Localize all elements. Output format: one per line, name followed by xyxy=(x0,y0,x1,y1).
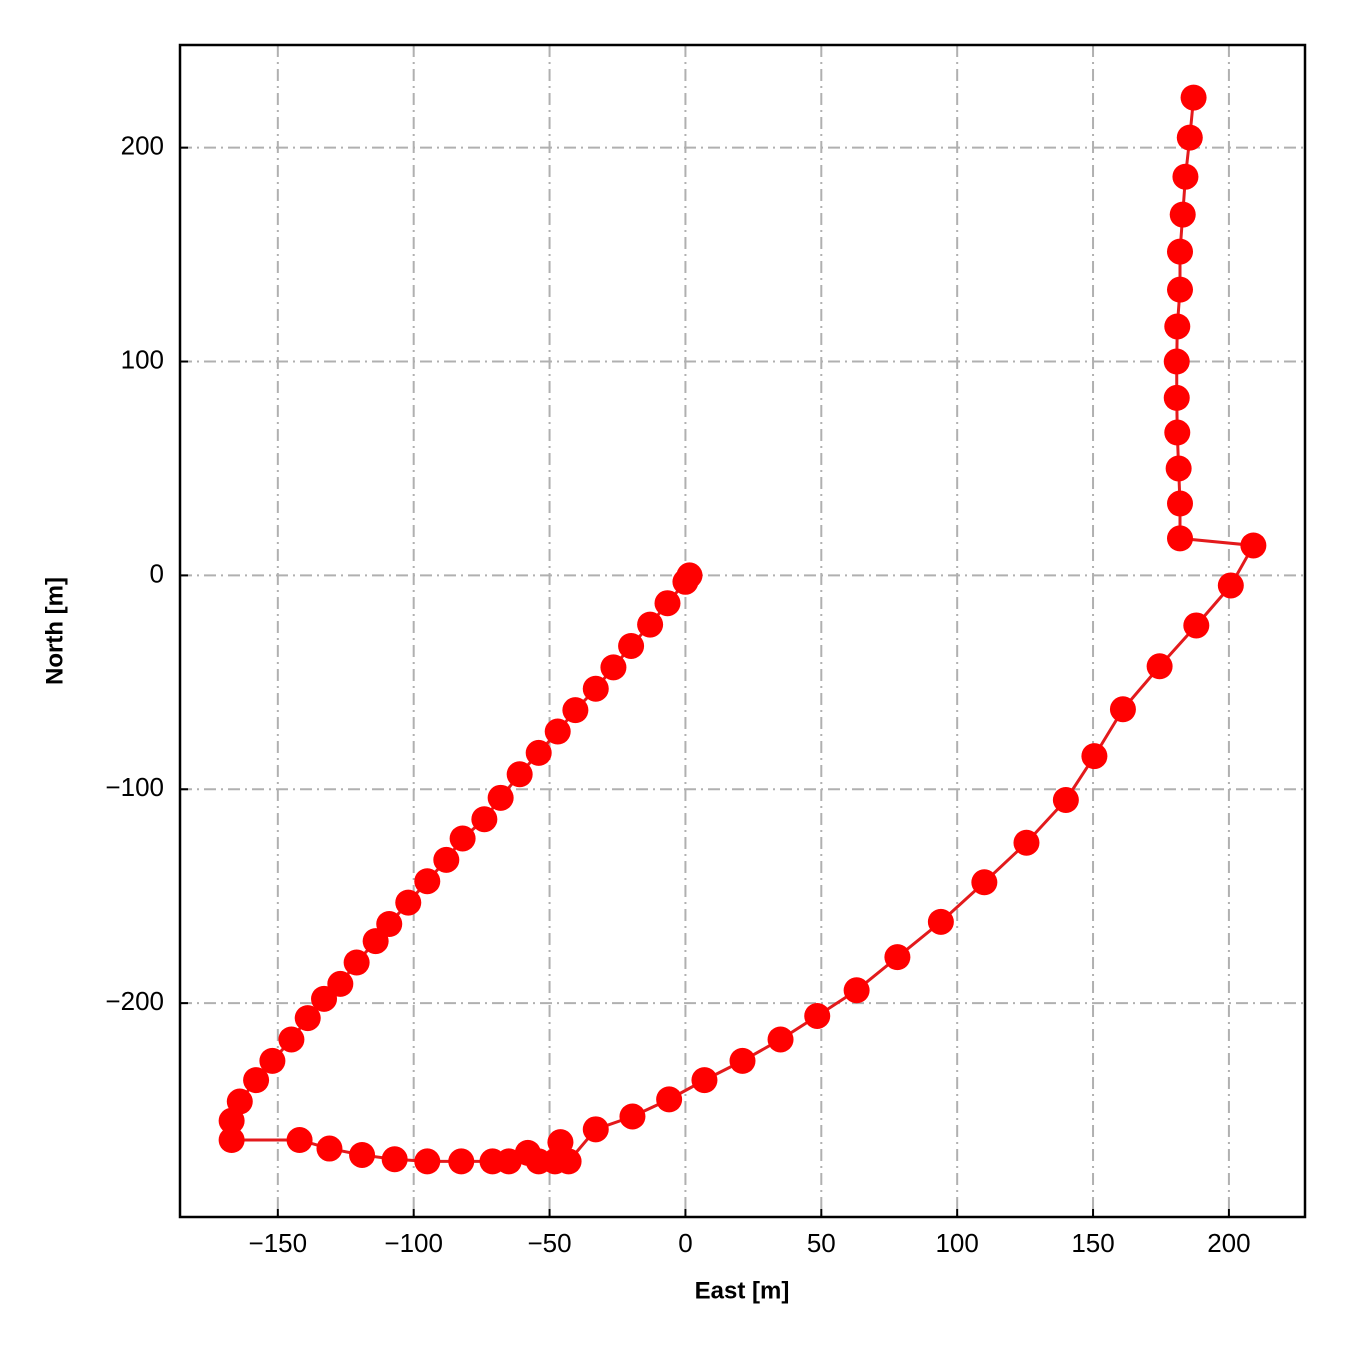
marker xyxy=(414,868,441,895)
marker xyxy=(487,784,514,811)
marker xyxy=(218,1127,245,1154)
marker xyxy=(691,1067,718,1094)
x-tick-label: 100 xyxy=(935,1228,978,1258)
marker xyxy=(311,985,338,1012)
marker xyxy=(525,739,552,766)
marker xyxy=(381,1146,408,1173)
marker xyxy=(294,1005,321,1032)
marker xyxy=(1217,572,1244,599)
marker xyxy=(1164,419,1191,446)
marker xyxy=(448,1148,475,1175)
marker xyxy=(843,977,870,1004)
marker xyxy=(1240,532,1267,559)
marker xyxy=(971,869,998,896)
marker xyxy=(1180,84,1207,111)
marker xyxy=(927,908,954,935)
marker xyxy=(1176,124,1203,151)
marker xyxy=(804,1002,831,1029)
y-tick-label: 200 xyxy=(121,131,164,161)
y-tick-label: −200 xyxy=(105,986,164,1016)
x-tick-label: 50 xyxy=(807,1228,836,1258)
marker xyxy=(286,1127,313,1154)
marker xyxy=(278,1026,305,1053)
marker xyxy=(729,1047,756,1074)
x-tick-label: −100 xyxy=(384,1228,443,1258)
marker xyxy=(582,675,609,702)
marker xyxy=(767,1026,794,1053)
marker xyxy=(1163,348,1190,375)
marker xyxy=(619,1103,646,1130)
marker xyxy=(471,806,498,833)
marker xyxy=(343,949,370,976)
marker xyxy=(1163,384,1190,411)
marker xyxy=(316,1135,343,1162)
marker xyxy=(582,1116,609,1143)
trajectory-line xyxy=(230,97,1256,1165)
marker xyxy=(562,697,589,724)
marker xyxy=(414,1148,441,1175)
marker xyxy=(1109,696,1136,723)
marker xyxy=(218,1107,245,1134)
marker xyxy=(1013,829,1040,856)
y-tick-label: 0 xyxy=(150,558,164,588)
marker xyxy=(1081,743,1108,770)
marker xyxy=(1167,238,1193,265)
marker xyxy=(449,825,476,852)
x-axis-label: East [m] xyxy=(695,1277,790,1304)
marker xyxy=(243,1067,270,1094)
x-tick-label: 150 xyxy=(1071,1228,1114,1258)
x-tick-label: 200 xyxy=(1207,1228,1250,1258)
marker xyxy=(654,590,681,617)
marker xyxy=(600,654,627,681)
marker xyxy=(1164,313,1191,340)
y-axis-label: North [m] xyxy=(41,577,68,685)
marker xyxy=(1146,653,1173,680)
marker xyxy=(656,1086,683,1113)
marker xyxy=(1167,276,1193,303)
marker xyxy=(349,1141,376,1168)
marker xyxy=(362,928,389,955)
marker xyxy=(1183,612,1210,639)
marker xyxy=(544,718,571,745)
x-tick-label: −50 xyxy=(528,1228,572,1258)
marker xyxy=(637,611,664,638)
x-tick-label: 0 xyxy=(678,1228,692,1258)
marker xyxy=(1167,525,1193,552)
marker xyxy=(1052,786,1079,813)
marker xyxy=(1169,201,1196,228)
marker xyxy=(395,889,422,916)
y-tick-label: 100 xyxy=(121,344,164,374)
marker xyxy=(1165,455,1192,482)
marker xyxy=(618,632,645,659)
marker xyxy=(884,944,911,971)
marker xyxy=(1172,163,1199,190)
plot-frame xyxy=(178,43,1307,1219)
marker xyxy=(555,1148,582,1175)
marker xyxy=(506,761,533,788)
y-tick-label: −100 xyxy=(105,772,164,802)
marker xyxy=(259,1047,286,1074)
marker xyxy=(1167,490,1193,517)
x-tick-label: −150 xyxy=(249,1228,308,1258)
marker xyxy=(672,568,699,595)
marker xyxy=(433,846,460,873)
